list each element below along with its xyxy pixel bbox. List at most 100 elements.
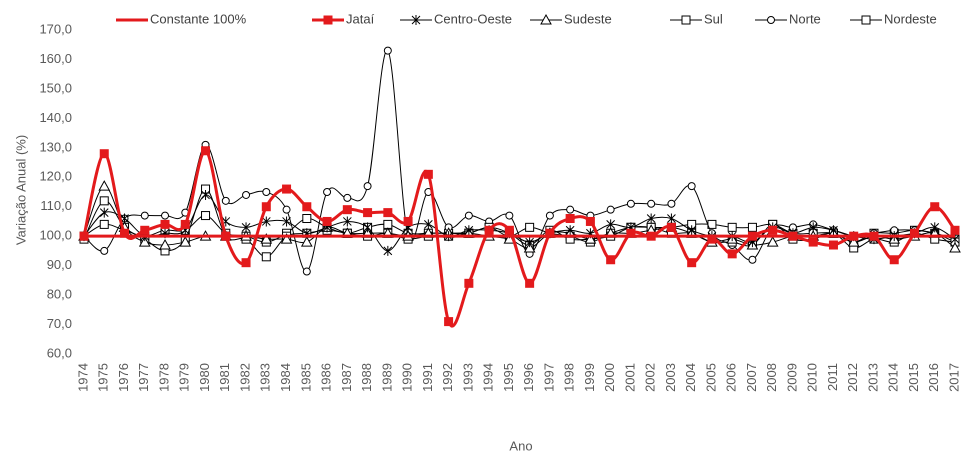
marker [646,213,656,224]
marker [565,214,575,224]
marker [667,213,676,224]
x-tick-label: 2014 [886,363,901,392]
series-line [82,149,957,328]
marker [342,216,352,227]
marker [423,219,433,230]
marker [383,219,393,229]
legend-label: Constante 100% [150,11,247,26]
marker [280,233,293,244]
marker [566,205,575,214]
marker [747,222,757,232]
y-tick-label: 170,0 [39,21,72,36]
x-tick-label: 2009 [784,363,799,392]
marker [363,208,373,218]
x-tick-label: 1988 [359,363,374,392]
marker [565,225,575,236]
marker [626,199,635,208]
y-tick-label: 140,0 [39,110,72,125]
marker [666,222,676,232]
x-tick-label: 2005 [703,363,718,392]
marker [687,258,697,268]
marker [768,225,778,235]
marker [138,236,151,247]
x-tick-label: 1982 [237,363,252,392]
marker [727,222,737,232]
legend-label: Centro-Oeste [434,11,512,26]
x-tick-label: 1991 [420,363,435,392]
marker [302,214,312,224]
marker [343,193,352,202]
x-tick-label: 1996 [521,363,536,392]
x-tick-label: 1992 [440,363,455,392]
marker [201,189,210,200]
marker [201,211,211,221]
legend-label: Sudeste [564,11,612,26]
marker [262,188,271,196]
marker [464,211,473,220]
x-tick-label: 2003 [663,363,678,392]
marker [930,202,940,212]
x-tick-label: 1995 [501,363,516,392]
marker [606,219,616,230]
x-tick-label: 1983 [258,363,273,392]
y-tick-label: 60,0 [47,345,72,360]
x-tick-label: 1994 [481,363,496,392]
marker [342,205,352,215]
marker [300,236,313,247]
x-tick-label: 1993 [460,363,475,392]
marker [99,207,109,218]
marker [261,202,271,212]
x-tick-label: 1985 [298,363,313,392]
marker [687,182,696,191]
y-axis-title: Variação Anual (%) [13,135,28,245]
legend-marker [767,16,775,24]
marker [484,225,494,235]
x-tick-label: 1978 [156,363,171,392]
marker [687,225,697,236]
x-tick-label: 1974 [75,363,90,392]
marker [383,245,393,256]
legend-marker [861,15,871,25]
x-tick-label: 2006 [724,363,739,392]
marker [766,236,779,247]
marker [159,238,171,250]
x-tick-label: 1980 [197,363,212,392]
legend-label: Norte [789,11,821,26]
marker [363,222,372,233]
x-tick-label: 2013 [865,363,880,392]
marker [748,255,757,264]
marker [950,225,960,235]
marker [829,225,838,236]
marker [323,188,332,196]
x-tick-label: 1997 [541,363,556,392]
marker [282,205,291,214]
marker [261,216,271,227]
y-tick-label: 130,0 [39,139,72,154]
marker [160,219,170,229]
marker [180,219,190,229]
x-tick-label: 1990 [400,363,415,392]
x-tick-label: 2004 [683,363,698,392]
marker [261,252,271,262]
marker [606,255,616,265]
y-tick-label: 110,0 [40,198,72,213]
marker [383,46,392,55]
marker [282,184,292,194]
marker [889,255,899,265]
x-tick-label: 1977 [136,363,151,392]
marker [464,278,474,288]
legend-marker [411,15,421,25]
x-tick-label: 2007 [744,363,759,392]
marker [403,216,413,226]
marker [523,241,536,253]
x-tick-label: 2017 [946,363,961,392]
marker [464,225,474,236]
x-tick-label: 2016 [926,363,941,392]
y-tick-label: 160,0 [39,51,72,66]
marker [525,278,535,288]
marker [140,225,150,235]
marker [99,219,109,229]
marker [242,190,251,199]
y-tick-label: 70,0 [47,316,72,331]
marker [584,233,597,244]
